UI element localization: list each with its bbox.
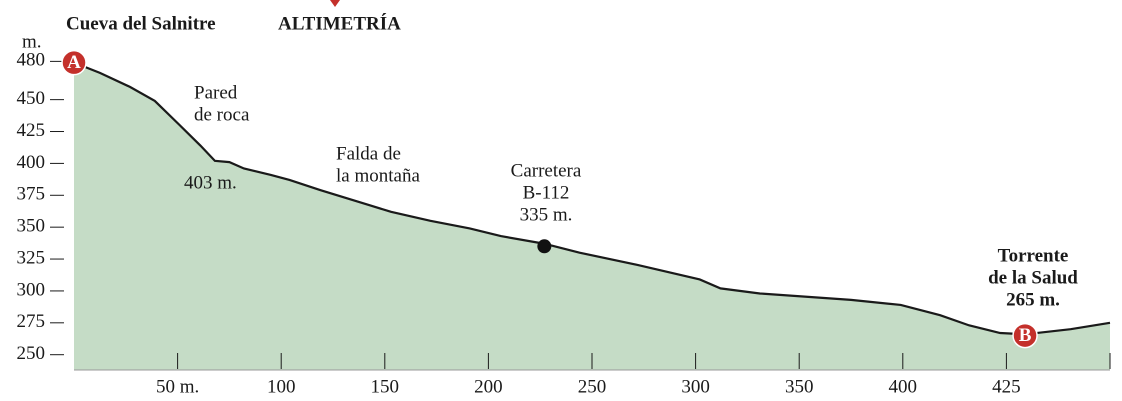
marker-label: B bbox=[1019, 325, 1032, 346]
y-tick-label: 250 bbox=[17, 343, 46, 364]
x-tick-label: 150 bbox=[371, 376, 400, 397]
annotation: de roca bbox=[194, 104, 250, 125]
x-tick-label: 250 bbox=[578, 376, 607, 397]
y-tick-label: 375 bbox=[17, 184, 46, 205]
elevation-line bbox=[73, 61, 1111, 336]
y-tick-label: 425 bbox=[17, 120, 46, 141]
chart-title: ALTIMETRÍA bbox=[278, 12, 401, 34]
x-tick-label: 400 bbox=[889, 376, 918, 397]
y-tick-label: 400 bbox=[17, 152, 46, 173]
annotation: B-112 bbox=[523, 182, 570, 203]
title-pointer bbox=[330, 0, 340, 7]
elevation-area bbox=[74, 62, 1110, 370]
annotation: Torrente bbox=[998, 245, 1069, 266]
annotation: 403 m. bbox=[184, 172, 237, 193]
y-axis-label: m. bbox=[22, 31, 42, 52]
x-tick-label: 200 bbox=[474, 376, 503, 397]
x-tick-label: 300 bbox=[681, 376, 710, 397]
marker bbox=[537, 239, 552, 254]
annotation: Pared bbox=[194, 82, 238, 103]
y-tick-label: 450 bbox=[17, 88, 46, 109]
x-tick-label: 50 m. bbox=[156, 376, 199, 397]
annotation: 335 m. bbox=[520, 204, 573, 225]
y-tick-label: 325 bbox=[17, 247, 46, 268]
annotation: la montaña bbox=[336, 165, 420, 186]
y-tick-label: 350 bbox=[17, 216, 46, 237]
annotation: Carretera bbox=[511, 160, 582, 181]
x-tick-label: 350 bbox=[785, 376, 814, 397]
y-tick-label: 480 bbox=[17, 50, 46, 71]
x-tick-label: 100 bbox=[267, 376, 296, 397]
y-tick-label: 300 bbox=[17, 279, 46, 300]
y-tick-label: 275 bbox=[17, 311, 46, 332]
annotation: 265 m. bbox=[1006, 289, 1060, 310]
annotation: de la Salud bbox=[988, 267, 1078, 288]
annotation: Falda de bbox=[336, 143, 401, 164]
marker bbox=[1012, 322, 1038, 349]
x-tick-label: 425 bbox=[992, 376, 1021, 397]
marker-label: A bbox=[67, 52, 81, 73]
start-label: Cueva del Salnitre bbox=[66, 13, 216, 34]
marker bbox=[61, 49, 87, 76]
